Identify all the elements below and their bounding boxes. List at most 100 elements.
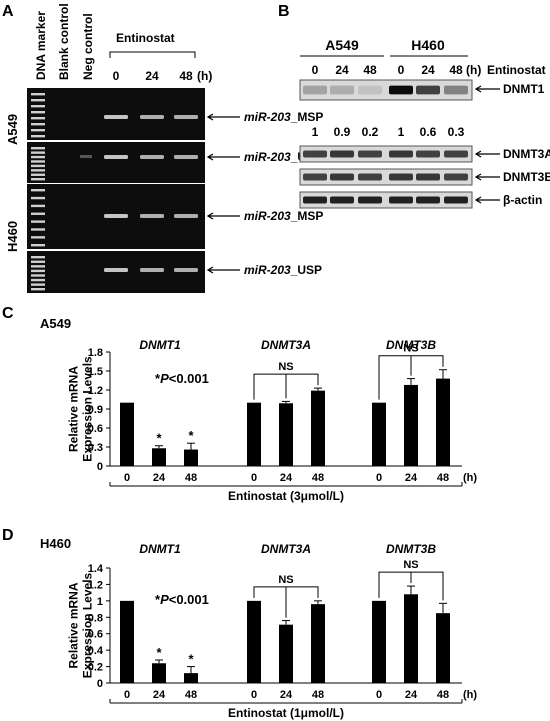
y-tick-label: 1.2: [88, 579, 103, 591]
y-tick-label: 0.3: [88, 442, 103, 454]
blot-band: [444, 196, 468, 204]
svg-text:DNMT3B: DNMT3B: [503, 170, 550, 184]
x-category-label: 24: [405, 689, 418, 701]
gel-band: [140, 155, 164, 159]
ns-label: NS: [403, 343, 418, 355]
marker-band: [31, 278, 45, 282]
blot-strip: [299, 145, 473, 163]
y-tick-label: 0.4: [88, 645, 104, 657]
panel-b-tp-4: 0: [398, 63, 405, 77]
bar: [184, 449, 198, 466]
blot-band: [389, 150, 413, 158]
significance-star: *: [156, 431, 162, 446]
blot-band: [358, 150, 382, 158]
cell-line-h460-label: H460: [5, 221, 20, 252]
quant-3: 0.2: [362, 125, 379, 139]
x-category-label: 24: [280, 472, 293, 484]
blot-band: [389, 173, 413, 181]
bar: [404, 594, 418, 683]
panel-b-unit: (h): [466, 63, 481, 77]
marker-band: [31, 99, 45, 102]
marker-band: [31, 204, 45, 208]
gel-band: [140, 115, 164, 119]
ns-bracket: [378, 355, 444, 400]
y-tick-label: 1: [97, 596, 103, 608]
panel-d-cell-line: H460: [40, 536, 71, 551]
y-tick-label: 0.6: [88, 423, 103, 435]
gene-label-dnmt1: DNMT1: [139, 542, 181, 556]
gel-panel: [27, 88, 205, 140]
blot-band: [389, 85, 413, 95]
ns-bracket: [253, 586, 319, 598]
svg-text:β-actin: β-actin: [503, 193, 542, 207]
gel-band: [174, 115, 198, 119]
panel-a-bracket: [109, 51, 196, 58]
significance-star: *: [188, 428, 194, 443]
gel-label-1: miR-203_MSP: [206, 110, 323, 124]
marker-band: [31, 269, 45, 273]
gel-band: [140, 268, 164, 272]
blot-band: [303, 150, 327, 158]
y-tick-label: 0.6: [88, 629, 103, 641]
y-tick-label: 1.2: [88, 385, 103, 397]
gel-band: [104, 115, 128, 119]
ns-label: NS: [278, 574, 293, 586]
blot-band: [358, 196, 382, 204]
blot-band: [416, 85, 440, 95]
marker-band: [31, 151, 45, 154]
protein-label-dnmt1: DNMT1: [474, 82, 545, 96]
y-tick-label: 1.8: [88, 347, 103, 359]
protein-label-dnmt3a: DNMT3A: [474, 147, 550, 161]
quant-5: 0.6: [420, 125, 437, 139]
panel-b-tp-5: 24: [421, 63, 435, 77]
y-axis-label: Relative mRNAExpression Levels: [67, 356, 95, 462]
bar: [311, 390, 325, 466]
gene-label-dnmt3b: DNMT3B: [386, 338, 436, 352]
blot-band: [330, 85, 354, 95]
blot-strip: [299, 79, 473, 101]
marker-band: [31, 196, 45, 200]
marker-band: [31, 135, 45, 138]
panel-b-tp-2: 24: [335, 63, 349, 77]
x-category-label: 0: [124, 472, 130, 484]
blot-band: [303, 173, 327, 181]
x-category-label: 0: [376, 689, 382, 701]
marker-band: [31, 111, 45, 114]
ns-label: NS: [278, 361, 293, 373]
marker-band: [31, 169, 45, 172]
blot-band: [444, 173, 468, 181]
blot-band: [330, 173, 354, 181]
marker-band: [31, 129, 45, 132]
x-category-label: 24: [405, 472, 418, 484]
protein-label-beta-actin: β-actin: [474, 193, 542, 207]
x-category-label: 24: [153, 689, 166, 701]
bar: [436, 378, 450, 466]
blot-band: [444, 150, 468, 158]
gel-label-4: miR-203_USP: [206, 263, 322, 277]
marker-band: [31, 105, 45, 108]
lane-label-neg-control: Neg control: [81, 13, 95, 80]
bar: [247, 600, 261, 683]
marker-band: [31, 274, 45, 277]
svg-text:miR-203_MSP: miR-203_MSP: [244, 110, 323, 124]
panel-b-treatment: Entinostat: [487, 63, 546, 77]
blot-band: [444, 85, 468, 95]
panel-a-label: A: [2, 3, 14, 20]
panel-d-label: D: [2, 527, 14, 544]
quant-4: 1: [398, 125, 405, 139]
x-category-label: 48: [437, 689, 449, 701]
panel-c-label: C: [2, 305, 14, 322]
y-tick-label: 1.4: [88, 563, 104, 575]
blot-band: [389, 196, 413, 204]
marker-band: [31, 244, 45, 247]
gene-label-dnmt3a: DNMT3A: [261, 542, 311, 556]
svg-text:miR-203_USP: miR-203_USP: [244, 263, 322, 277]
x-unit-label: (h): [463, 689, 477, 701]
panel-b-tp-6: 48: [449, 63, 463, 77]
bar: [152, 663, 166, 683]
x-category-label: 48: [185, 472, 197, 484]
y-tick-label: 0.8: [88, 612, 103, 624]
blot-strip: [299, 168, 473, 186]
p-value-note: *P<0.001: [155, 592, 209, 607]
